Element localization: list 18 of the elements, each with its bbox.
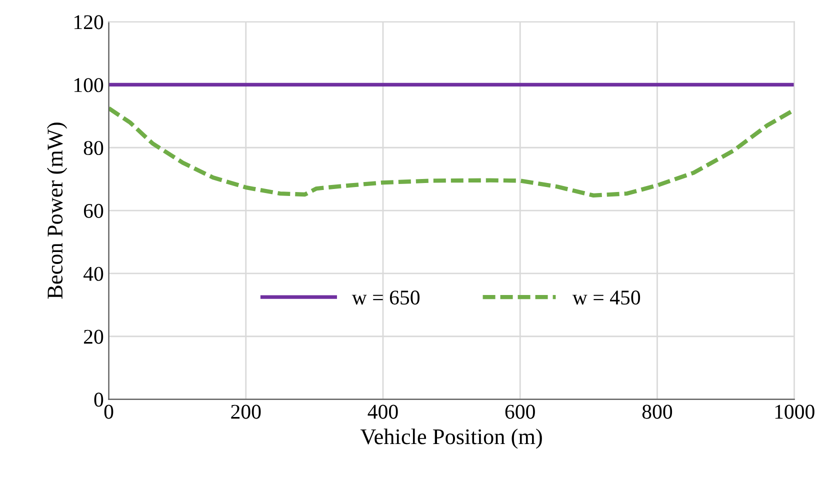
x-tick-label: 200 [231,404,261,419]
legend-label: w = 650 [352,290,420,305]
y-tick-label: 40 [83,266,104,281]
x-tick-label: 400 [368,404,398,419]
y-tick-label: 80 [84,140,104,156]
legend-label: w = 450 [572,290,640,305]
x-tick-label: 0 [104,404,114,419]
line-series [108,106,794,198]
x-tick-label: 800 [642,404,672,419]
y-axis-title: Becon Power (mW) [46,122,68,299]
y-tick-label: 120 [74,15,104,30]
y-tick-label: 0 [94,392,104,407]
x-axis-title: Vehicle Position (m) [360,428,542,449]
y-tick-label: 100 [74,78,104,92]
x-tick-label: 600 [505,404,535,419]
y-tick-label: 20 [84,330,104,344]
y-tick-label: 60 [84,204,104,218]
x-tick-label: 1000 [775,404,814,419]
